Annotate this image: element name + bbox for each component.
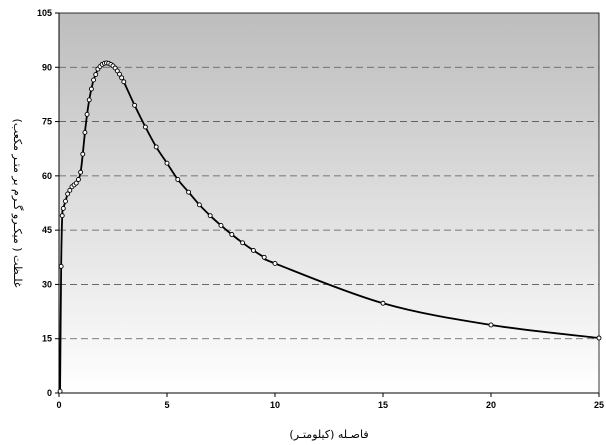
y-tick-label: 0	[47, 388, 52, 398]
x-tick-label: 25	[594, 400, 604, 410]
data-point	[153, 144, 159, 150]
data-point	[91, 77, 97, 83]
data-point	[88, 86, 94, 92]
data-point	[60, 205, 66, 211]
data-point	[82, 129, 88, 135]
data-point	[93, 72, 99, 77]
y-tick-label: 75	[42, 117, 52, 127]
y-tick-label: 45	[42, 225, 52, 235]
data-point	[63, 198, 68, 204]
data-point	[121, 79, 127, 85]
data-point	[80, 151, 86, 157]
data-point	[196, 202, 202, 208]
data-point	[65, 191, 71, 197]
y-tick-label: 15	[42, 334, 52, 344]
data-point	[186, 189, 192, 195]
y-ticks: 0 15 30 45 60 75 90 105	[37, 8, 59, 398]
data-point	[132, 102, 138, 108]
data-point	[67, 187, 73, 193]
data-point	[488, 322, 494, 328]
data-point	[78, 169, 84, 175]
y-axis-title: غلـظت ( میکـرو گـرم بر متـر مکعب)	[11, 119, 24, 288]
y-tick-label: 90	[42, 62, 52, 72]
data-point	[272, 260, 278, 266]
x-axis-title: فاصـله (کیلومتـر)	[289, 428, 368, 441]
data-point	[119, 75, 125, 81]
x-ticks: 0 5 10 15 20 25	[56, 393, 604, 410]
data-point	[261, 254, 267, 260]
plot-area	[58, 12, 600, 394]
data-point	[207, 213, 213, 219]
data-point	[114, 68, 120, 74]
y-tick-label: 30	[42, 279, 52, 289]
data-point	[218, 222, 224, 228]
x-tick-label: 0	[56, 400, 61, 410]
data-point	[73, 180, 79, 186]
data-point	[250, 247, 256, 253]
data-point	[240, 240, 246, 246]
series-group	[57, 60, 602, 394]
data-point	[142, 124, 148, 130]
data-point	[59, 213, 65, 219]
data-point	[58, 263, 64, 269]
y-tick-label: 105	[37, 8, 52, 18]
data-point	[164, 160, 170, 166]
data-point	[75, 177, 81, 182]
data-point	[596, 335, 602, 341]
x-tick-label: 5	[164, 400, 169, 410]
axes	[58, 13, 599, 394]
data-point	[229, 232, 235, 237]
data-point	[175, 177, 181, 182]
data-point	[84, 111, 90, 117]
data-point	[117, 71, 122, 77]
y-tick-label: 60	[42, 171, 52, 181]
x-tick-label: 20	[486, 400, 496, 410]
data-point	[86, 97, 92, 103]
x-tick-label: 10	[270, 400, 280, 410]
data-point	[57, 388, 63, 394]
data-point	[380, 300, 386, 306]
x-tick-label: 15	[378, 400, 388, 410]
